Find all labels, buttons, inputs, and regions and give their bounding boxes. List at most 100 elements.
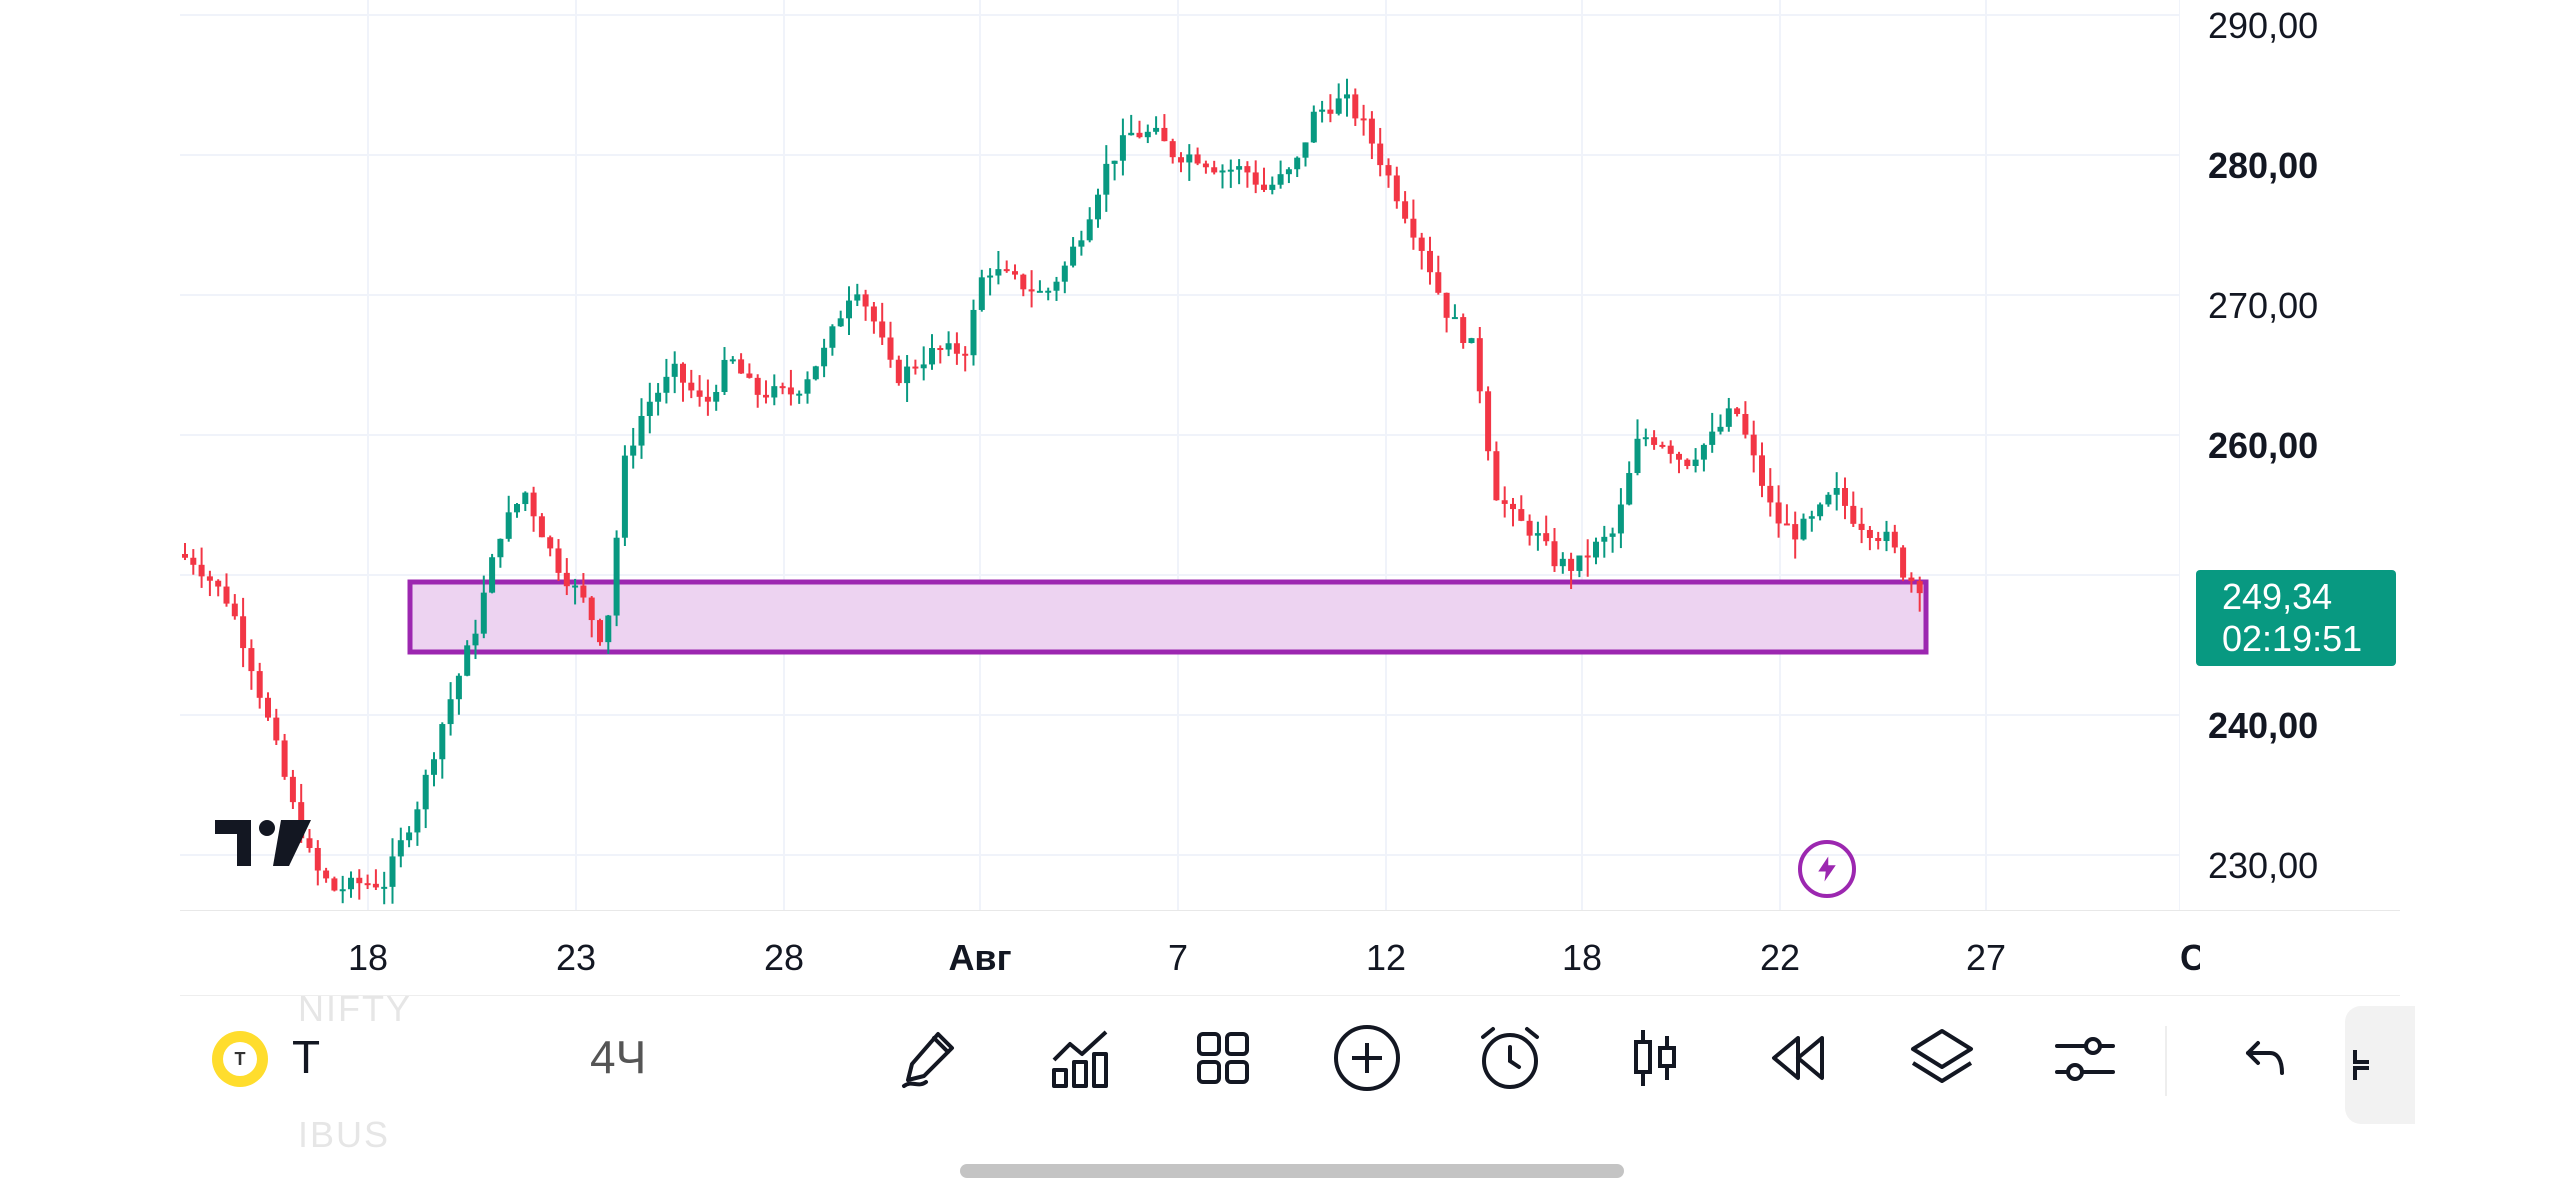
lightning-icon[interactable] [1798, 840, 1856, 898]
candle-body [1344, 94, 1350, 99]
price-scale[interactable]: 290,00 280,00 270,00 260,00 240,00 230,0… [2180, 0, 2400, 910]
home-indicator [960, 1164, 1624, 1178]
candle-body [1825, 494, 1832, 505]
candle-body [1609, 533, 1616, 537]
replay-rewind-icon[interactable] [1758, 1018, 1838, 1098]
time-label: 18 [347, 937, 389, 978]
candle-body [306, 838, 313, 848]
candle-body [846, 300, 852, 319]
interval-button[interactable]: 4Ч [590, 1031, 647, 1083]
candle-body [1036, 290, 1043, 293]
candle-body [1916, 581, 1923, 594]
candle-body [978, 277, 985, 310]
symbol-button[interactable]: T [292, 1031, 321, 1083]
time-label: 22 [1759, 937, 1801, 978]
candle-body [1352, 94, 1359, 119]
time-label: 12 [1365, 937, 1407, 978]
candle-body [439, 724, 446, 760]
candle-body [704, 396, 711, 402]
candle-body [787, 387, 794, 395]
candle-body [1559, 558, 1566, 567]
candle-body [1252, 172, 1259, 185]
indicators-icon[interactable] [1040, 1018, 1120, 1098]
candles-style-icon[interactable] [1615, 1018, 1695, 1098]
candle-body [1310, 111, 1317, 143]
candle-body [1211, 167, 1218, 173]
candle-body [1111, 160, 1118, 164]
time-scale[interactable]: 18 23 28 Авг 7 12 18 22 27 Сен [180, 910, 2400, 996]
candle-body [530, 492, 537, 517]
drawing-pen-icon[interactable] [890, 1018, 970, 1098]
candle-body [1269, 184, 1276, 190]
candle-body [1103, 163, 1110, 195]
price-label: 290,00 [2208, 5, 2319, 46]
candle-body [1244, 166, 1251, 173]
candle-body [953, 343, 960, 354]
candle-body [1128, 132, 1135, 136]
candle-body [522, 492, 529, 505]
candle-body [1144, 131, 1151, 138]
layers-icon[interactable] [1902, 1018, 1982, 1098]
candle-body [1061, 265, 1068, 282]
layout-grid-icon[interactable] [1183, 1018, 1263, 1098]
candle-body [1501, 500, 1508, 504]
add-plus-icon[interactable] [1327, 1018, 1407, 1098]
candle-body [1227, 169, 1234, 172]
candlestick-chart[interactable] [180, 0, 2181, 910]
candle-body [1202, 163, 1209, 168]
candle-body [1684, 459, 1691, 467]
candle-body [1642, 437, 1649, 440]
undo-icon[interactable] [2225, 1018, 2305, 1098]
candle-body [1476, 338, 1483, 392]
candle-body [1236, 166, 1243, 170]
settings-sliders-icon[interactable] [2045, 1018, 2125, 1098]
candle-body [1020, 274, 1027, 290]
candle-body [663, 376, 670, 393]
candle-body [738, 359, 745, 374]
candle-body [215, 580, 222, 587]
candle-body [829, 326, 836, 348]
candle-body [289, 776, 296, 803]
candle-body [779, 386, 786, 389]
candle-body [447, 699, 454, 725]
candle-body [912, 366, 919, 369]
alert-clock-icon[interactable] [1470, 1018, 1550, 1098]
candle-body [1410, 218, 1417, 238]
candle-body [406, 832, 413, 841]
candle-body [331, 878, 338, 891]
candle-body [1510, 503, 1516, 510]
candle-body [547, 537, 554, 549]
candle-body [605, 615, 612, 643]
price-label: 240,00 [2208, 705, 2319, 746]
candle-body [646, 401, 653, 416]
candle-body [1261, 184, 1267, 190]
candle-body [1676, 453, 1682, 460]
candle-body [655, 392, 662, 402]
candle-body [1003, 269, 1010, 272]
more-panel-icon[interactable] [2345, 1006, 2415, 1124]
candle-body [1418, 237, 1425, 251]
chart-frame: 290,00 280,00 270,00 260,00 240,00 230,0… [180, 0, 2415, 1155]
candle-body [1725, 408, 1732, 427]
candle-body [223, 586, 230, 604]
chart-pane[interactable] [180, 0, 2181, 910]
candle-body [879, 321, 886, 338]
candle-body [671, 363, 678, 377]
candle-body [1302, 142, 1309, 158]
candle-body [1651, 437, 1658, 445]
candle-body [1526, 520, 1533, 536]
time-label: 7 [1167, 937, 1189, 978]
candle-body [464, 645, 471, 676]
candle-body [696, 390, 703, 397]
candle-body [1070, 246, 1077, 266]
candle-body [1119, 135, 1126, 161]
candle-body [580, 585, 587, 598]
symbol-logo[interactable]: T [212, 1031, 268, 1087]
candle-body [1908, 577, 1915, 582]
candle-body [572, 585, 579, 588]
candle-body [1095, 194, 1101, 220]
candle-body [231, 603, 238, 617]
candle-body [206, 576, 213, 581]
candle-body [198, 564, 205, 577]
candle-body [497, 538, 504, 558]
